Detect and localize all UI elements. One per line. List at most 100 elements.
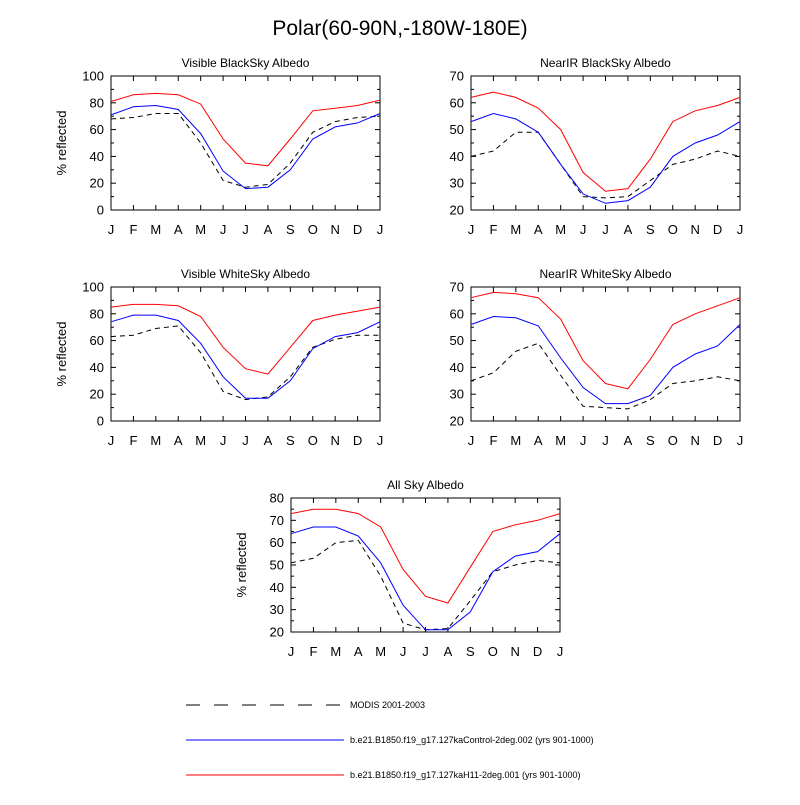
y-tick-label: 20 — [90, 387, 104, 402]
y-tick-label: 40 — [270, 580, 284, 595]
x-tick-label: A — [264, 433, 273, 448]
x-tick-label: N — [690, 222, 699, 237]
x-tick-label: J — [602, 433, 609, 448]
legend-label-control: b.e21.B1850.f19_g17.127kaControl-2deg.00… — [350, 735, 594, 745]
x-tick-label: S — [466, 644, 475, 659]
plot-frame — [110, 286, 381, 422]
x-tick-label: A — [354, 644, 363, 659]
y-tick-label: 50 — [450, 122, 464, 137]
y-tick-label: 60 — [90, 122, 104, 137]
x-tick-label: D — [353, 222, 362, 237]
x-tick-label: M — [555, 222, 566, 237]
x-tick-label: M — [510, 433, 521, 448]
x-tick-label: M — [195, 433, 206, 448]
x-tick-label: J — [400, 644, 407, 659]
y-tick-label: 70 — [270, 513, 284, 528]
panel-title: All Sky Albedo — [387, 478, 464, 492]
series-line-modis — [470, 342, 741, 410]
y-tick-label: 20 — [450, 414, 464, 429]
x-tick-label: J — [108, 222, 115, 237]
x-tick-label: S — [646, 222, 655, 237]
y-tick-label: 80 — [90, 95, 104, 110]
y-axis-label: % reflected — [234, 532, 249, 597]
y-axis-label: % reflected — [54, 321, 69, 386]
y-tick-label: 50 — [270, 558, 284, 573]
y-tick-label: 100 — [82, 280, 104, 295]
series-line-h11 — [470, 291, 741, 390]
x-tick-label: A — [264, 222, 273, 237]
series-line-control — [470, 315, 741, 405]
x-tick-label: A — [624, 433, 633, 448]
x-tick-label: M — [555, 433, 566, 448]
figure-title: Polar(60-90N,-180W-180E) — [272, 17, 527, 40]
x-tick-label: F — [489, 433, 497, 448]
x-tick-label: M — [375, 644, 386, 659]
y-tick-label: 20 — [270, 625, 284, 640]
y-axis-label: % reflected — [54, 110, 69, 175]
x-tick-label: F — [129, 433, 137, 448]
y-tick-label: 20 — [90, 176, 104, 191]
x-tick-label: A — [174, 433, 183, 448]
x-tick-label: J — [737, 433, 744, 448]
x-tick-label: S — [286, 222, 295, 237]
x-tick-label: N — [330, 222, 339, 237]
x-tick-label: F — [489, 222, 497, 237]
x-tick-label: J — [422, 644, 429, 659]
x-tick-label: A — [174, 222, 183, 237]
plot-frame — [110, 75, 381, 211]
x-tick-label: J — [468, 222, 475, 237]
y-tick-label: 70 — [450, 69, 464, 84]
y-tick-label: 60 — [450, 95, 464, 110]
y-tick-label: 60 — [450, 306, 464, 321]
y-tick-label: 40 — [450, 149, 464, 164]
x-tick-label: M — [510, 222, 521, 237]
x-tick-label: F — [309, 644, 317, 659]
legend-label-h11: b.e21.B1850.f19_g17.127kaH11-2deg.001 (y… — [350, 770, 581, 780]
x-tick-label: M — [150, 433, 161, 448]
x-tick-label: J — [242, 222, 249, 237]
x-tick-label: J — [557, 644, 564, 659]
panel-title: Visible WhiteSky Albedo — [181, 267, 311, 281]
x-tick-label: J — [108, 433, 115, 448]
series-line-h11 — [110, 92, 381, 167]
y-tick-label: 70 — [450, 280, 464, 295]
x-tick-label: M — [150, 222, 161, 237]
y-tick-label: 60 — [270, 535, 284, 550]
x-tick-label: O — [308, 433, 318, 448]
x-tick-label: M — [195, 222, 206, 237]
x-tick-label: J — [220, 433, 227, 448]
x-tick-label: O — [668, 222, 678, 237]
x-tick-label: A — [444, 644, 453, 659]
x-tick-label: O — [488, 644, 498, 659]
y-tick-label: 40 — [450, 360, 464, 375]
y-tick-label: 20 — [450, 203, 464, 218]
series-line-h11 — [470, 91, 741, 192]
series-line-h11 — [110, 303, 381, 375]
series-line-modis — [290, 539, 561, 631]
x-tick-label: J — [377, 433, 384, 448]
y-tick-label: 30 — [450, 176, 464, 191]
legend-label-modis: MODIS 2001-2003 — [350, 700, 425, 710]
x-tick-label: M — [330, 644, 341, 659]
y-tick-label: 0 — [97, 414, 104, 429]
x-tick-label: N — [330, 433, 339, 448]
plot-frame — [470, 286, 741, 422]
series-line-modis — [110, 325, 380, 401]
x-tick-label: J — [288, 644, 295, 659]
plot-frame — [290, 497, 561, 633]
x-tick-label: S — [646, 433, 655, 448]
y-tick-label: 40 — [90, 149, 104, 164]
panel-title: Visible BlackSky Albedo — [182, 56, 310, 70]
x-tick-label: J — [468, 433, 475, 448]
x-tick-label: J — [580, 222, 587, 237]
x-tick-label: J — [242, 433, 249, 448]
series-line-modis — [110, 113, 381, 188]
panel-title: NearIR BlackSky Albedo — [540, 56, 671, 70]
y-tick-label: 80 — [90, 306, 104, 321]
x-tick-label: J — [580, 433, 587, 448]
